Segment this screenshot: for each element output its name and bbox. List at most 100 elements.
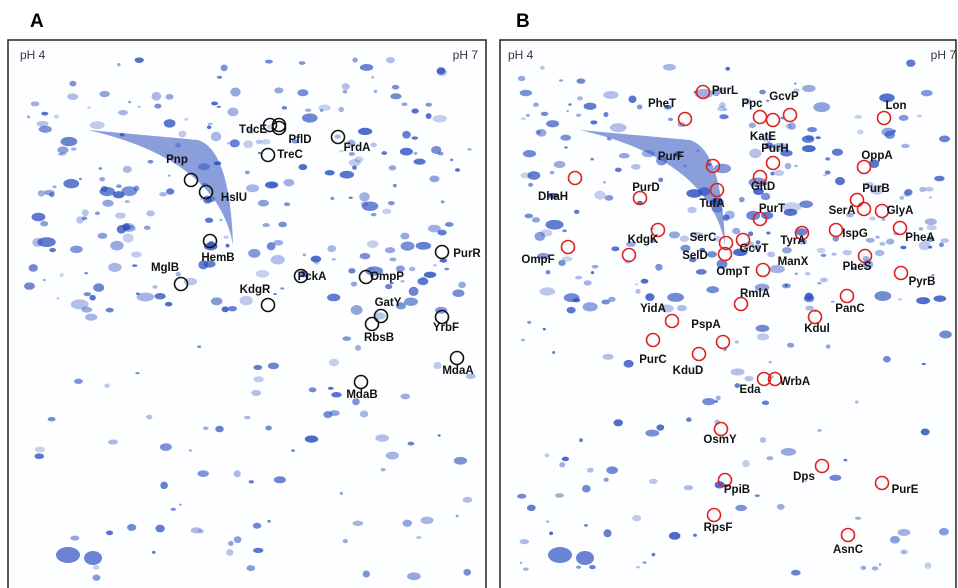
spot: [766, 456, 774, 461]
spot: [257, 199, 269, 207]
spot: [532, 217, 540, 223]
spot: [366, 240, 379, 249]
spot-circle: [856, 201, 872, 217]
spot: [794, 82, 797, 85]
spot: [590, 157, 594, 161]
protein-label: Kdul: [804, 323, 830, 335]
spot: [933, 295, 947, 302]
spot: [626, 241, 636, 247]
spot: [56, 547, 80, 563]
spot: [310, 255, 322, 263]
spot: [117, 63, 121, 67]
spot-circle: [364, 316, 380, 332]
protein-label: IspG: [842, 228, 868, 240]
spot: [830, 300, 835, 303]
spot: [718, 87, 726, 92]
spot: [114, 212, 126, 219]
spot: [359, 252, 371, 260]
spot: [558, 259, 566, 266]
spot: [373, 312, 386, 320]
spot: [334, 134, 341, 139]
spot-circle: [840, 527, 856, 543]
spot: [59, 273, 64, 277]
spot: [564, 146, 568, 149]
spot: [575, 565, 582, 569]
spot: [919, 186, 927, 193]
spot: [84, 551, 102, 565]
protein-label: Pnp: [166, 154, 188, 166]
spot: [444, 222, 454, 227]
spot: [122, 233, 134, 243]
spot: [400, 393, 411, 400]
spot: [38, 125, 52, 133]
spot: [262, 223, 270, 228]
spot: [184, 117, 189, 121]
spot-circle: [262, 117, 278, 133]
spot: [687, 206, 697, 214]
spot: [730, 368, 745, 376]
spot-circle: [645, 332, 661, 348]
spot: [614, 167, 622, 172]
spot: [939, 135, 951, 143]
spot: [659, 304, 674, 313]
spot: [921, 362, 926, 366]
spot: [331, 392, 342, 398]
spot: [575, 113, 582, 117]
spot-circle: [434, 309, 450, 325]
spot: [539, 287, 556, 296]
spot: [339, 170, 355, 179]
spot: [247, 127, 255, 134]
protein-label: OmpP: [370, 271, 404, 283]
spot: [784, 162, 792, 170]
spot: [776, 503, 785, 510]
spot: [813, 102, 831, 113]
spot: [642, 561, 647, 564]
spot-circle: [706, 507, 722, 523]
spot: [755, 324, 770, 332]
spot: [437, 229, 447, 236]
spot: [519, 89, 533, 97]
spot: [127, 523, 137, 531]
spot-circle: [260, 147, 276, 163]
spot: [603, 477, 609, 482]
protein-label: TreC: [277, 149, 303, 161]
spot: [67, 93, 79, 100]
spot: [559, 461, 566, 468]
spot: [278, 221, 288, 228]
spot: [354, 156, 364, 163]
spot: [591, 264, 599, 269]
protein-label: PurH: [761, 143, 788, 155]
spot-circle: [839, 288, 855, 304]
spot-circle: [755, 262, 771, 278]
spot-circle: [664, 313, 680, 329]
spot: [99, 177, 106, 182]
spot-circle: [198, 184, 214, 200]
spot-circle: [794, 225, 810, 241]
spot: [542, 327, 546, 331]
spot: [60, 136, 78, 147]
spot: [842, 249, 852, 256]
spot: [210, 297, 223, 306]
protein-label: SerA: [829, 205, 856, 217]
spot-circle: [752, 211, 768, 227]
spot: [583, 102, 597, 110]
spot: [760, 192, 771, 201]
ph-label: pH 7: [931, 48, 957, 62]
spot: [228, 540, 234, 546]
spot: [802, 84, 816, 93]
spot: [575, 275, 583, 280]
spot: [540, 65, 545, 70]
spot: [57, 146, 69, 154]
spot: [318, 104, 331, 112]
spot: [546, 120, 560, 128]
spot: [69, 80, 77, 87]
spot: [804, 292, 814, 301]
spot: [759, 437, 767, 443]
spot: [53, 114, 60, 119]
spot: [668, 531, 681, 540]
spot: [640, 278, 649, 284]
spot: [416, 535, 422, 540]
spot: [159, 192, 168, 197]
spot: [227, 107, 239, 117]
spot: [795, 228, 808, 236]
